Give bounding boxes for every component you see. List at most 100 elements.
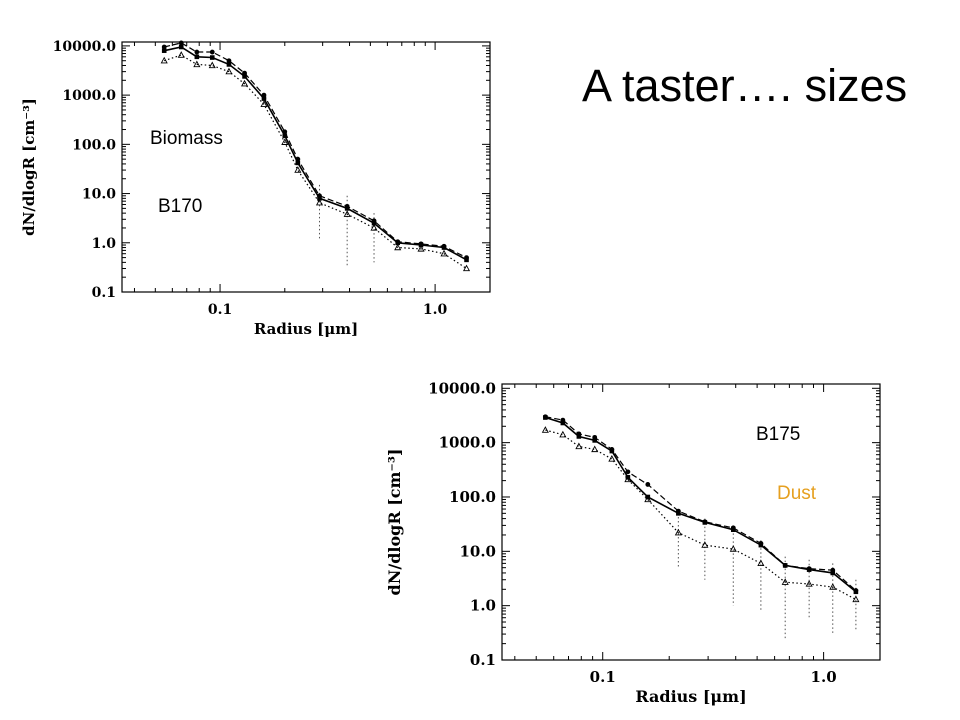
data-point-triangle xyxy=(281,138,289,145)
y-tick-label: 1000.0 xyxy=(439,434,496,452)
y-axis-label: dN/dlogR [cm⁻³] xyxy=(20,98,38,236)
data-point-square xyxy=(161,48,167,53)
data-point-square xyxy=(317,196,322,201)
data-point-square xyxy=(344,206,350,211)
data-point-triangle xyxy=(193,60,201,68)
series-solid-line xyxy=(164,46,467,261)
data-point-square xyxy=(242,74,247,79)
data-point-circle xyxy=(178,40,184,46)
data-point-triangle xyxy=(241,79,249,87)
data-point-triangle xyxy=(225,67,233,75)
y-tick-label: 10000.0 xyxy=(53,39,117,55)
data-point-triangle xyxy=(177,51,185,58)
y-tick-label: 1.0 xyxy=(470,597,496,615)
data-point-triangle xyxy=(343,210,351,217)
y-axis-label: dN/dlogR [cm⁻³] xyxy=(385,449,404,596)
data-point-square xyxy=(464,257,469,263)
y-tick-label: 100.0 xyxy=(72,137,116,153)
data-point-square xyxy=(609,448,615,454)
data-point-square xyxy=(371,220,377,226)
data-point-triangle xyxy=(315,198,324,206)
data-point-square xyxy=(178,44,184,50)
x-tick-label: 0.1 xyxy=(208,302,232,318)
slide-title: A taster…. sizes xyxy=(582,60,908,111)
data-point-circle xyxy=(161,44,167,50)
data-point-triangle xyxy=(462,264,471,272)
data-point-square xyxy=(830,570,836,576)
data-point-triangle xyxy=(559,430,567,438)
data-point-triangle xyxy=(541,426,549,433)
data-point-square xyxy=(576,434,582,439)
y-tick-label: 0.1 xyxy=(92,285,116,301)
data-point-triangle xyxy=(624,475,632,483)
data-point-square xyxy=(295,160,301,166)
dust-label: Dust xyxy=(777,483,817,504)
data-point-triangle xyxy=(591,445,599,453)
data-point-square xyxy=(560,420,566,426)
data-point-circle xyxy=(625,469,631,475)
data-point-square xyxy=(676,511,681,516)
data-point-square xyxy=(853,589,859,595)
y-tick-label: 10.0 xyxy=(459,542,496,560)
data-point-triangle xyxy=(701,541,709,548)
data-point-square xyxy=(806,567,812,572)
data-point-square xyxy=(282,133,288,138)
data-point-square xyxy=(395,240,400,246)
series-dotted-line xyxy=(545,429,857,601)
data-point-triangle xyxy=(440,249,448,257)
data-point-triangle xyxy=(394,243,402,251)
data-point-square xyxy=(730,527,736,532)
data-point-triangle xyxy=(644,495,652,503)
y-tick-label: 10000.0 xyxy=(428,379,496,397)
x-axis-label: Radius [μm] xyxy=(635,687,746,706)
y-tick-label: 100.0 xyxy=(449,488,496,506)
b170-label: B170 xyxy=(158,196,203,217)
data-point-square xyxy=(758,542,764,548)
data-point-square xyxy=(194,54,200,60)
x-tick-label: 1.0 xyxy=(423,302,448,318)
x-tick-label: 1.0 xyxy=(811,668,837,686)
data-point-triangle xyxy=(370,224,378,231)
data-point-square xyxy=(261,96,267,101)
series-dotted-line xyxy=(164,54,467,270)
data-point-triangle xyxy=(260,100,268,107)
data-point-square xyxy=(702,520,708,525)
data-point-circle xyxy=(209,49,215,55)
data-point-square xyxy=(441,245,447,250)
data-point-circle xyxy=(194,49,200,55)
y-tick-label: 1000.0 xyxy=(62,88,116,104)
x-tick-label: 0.1 xyxy=(590,668,616,686)
data-point-triangle xyxy=(608,455,616,462)
data-point-triangle xyxy=(852,595,860,603)
biomass-label: Biomass xyxy=(150,128,223,149)
b175-label: B175 xyxy=(756,424,801,445)
data-point-square xyxy=(226,62,232,67)
x-axis-label: Radius [μm] xyxy=(254,320,358,338)
data-point-triangle xyxy=(674,528,682,536)
plot-frame xyxy=(121,41,491,293)
data-point-square xyxy=(543,415,548,420)
data-point-triangle xyxy=(575,442,583,450)
data-point-triangle xyxy=(829,583,837,590)
y-tick-label: 1.0 xyxy=(92,236,117,252)
chart-b175: 0.1 1.0 10.0 100.0 1000.0 10000.0 0.1 1.0 Radius… xyxy=(385,379,881,706)
data-point-square xyxy=(782,563,788,568)
y-tick-label: 0.1 xyxy=(470,651,496,669)
data-point-square xyxy=(592,438,598,443)
data-point-triangle xyxy=(294,166,302,173)
data-point-triangle xyxy=(729,545,737,552)
y-tick-label: 10.0 xyxy=(82,187,116,203)
data-point-triangle xyxy=(160,56,168,64)
data-point-triangle xyxy=(781,578,789,585)
data-point-square xyxy=(209,55,215,60)
data-point-circle xyxy=(645,482,651,487)
data-point-triangle xyxy=(208,61,216,69)
chart-b170: 0.1 1.0 10.0 100.0 1000.0 10000.0 0.1 1.0 Radius… xyxy=(20,39,491,338)
data-point-triangle xyxy=(417,244,425,252)
data-point-circle xyxy=(226,58,232,64)
data-point-triangle xyxy=(757,559,765,567)
plot-frame xyxy=(501,383,881,661)
series-dashed-line xyxy=(164,42,467,259)
data-point-triangle xyxy=(805,580,813,587)
